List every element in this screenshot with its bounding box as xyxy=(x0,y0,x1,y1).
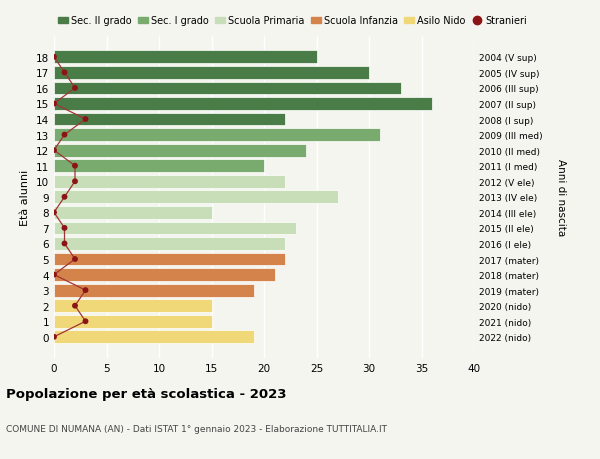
Point xyxy=(60,132,70,139)
Point xyxy=(60,69,70,77)
Point xyxy=(70,302,80,310)
Point xyxy=(80,318,91,325)
Bar xyxy=(54,191,337,204)
Bar xyxy=(54,284,254,297)
Text: Popolazione per età scolastica - 2023: Popolazione per età scolastica - 2023 xyxy=(6,387,287,400)
Bar xyxy=(54,113,285,126)
Y-axis label: Età alunni: Età alunni xyxy=(20,169,31,225)
Point xyxy=(49,333,59,341)
Point xyxy=(80,116,91,123)
Bar xyxy=(54,67,369,79)
Point xyxy=(49,271,59,279)
Point xyxy=(60,240,70,247)
Point xyxy=(70,178,80,185)
Point xyxy=(70,85,80,92)
Point xyxy=(60,194,70,201)
Point xyxy=(49,54,59,62)
Bar xyxy=(54,207,212,219)
Point xyxy=(70,162,80,170)
Point xyxy=(60,225,70,232)
Bar xyxy=(54,222,296,235)
Point xyxy=(49,147,59,155)
Bar xyxy=(54,269,275,281)
Bar xyxy=(54,300,212,313)
Bar xyxy=(54,238,285,250)
Legend: Sec. II grado, Sec. I grado, Scuola Primaria, Scuola Infanzia, Asilo Nido, Stran: Sec. II grado, Sec. I grado, Scuola Prim… xyxy=(54,12,530,30)
Bar xyxy=(54,145,306,157)
Point xyxy=(80,287,91,294)
Point xyxy=(49,101,59,108)
Bar xyxy=(54,160,264,173)
Point xyxy=(70,256,80,263)
Y-axis label: Anni di nascita: Anni di nascita xyxy=(556,159,566,236)
Bar xyxy=(54,175,285,188)
Bar xyxy=(54,315,212,328)
Bar xyxy=(54,98,432,111)
Bar xyxy=(54,253,285,266)
Bar xyxy=(54,330,254,343)
Point xyxy=(49,209,59,217)
Text: COMUNE DI NUMANA (AN) - Dati ISTAT 1° gennaio 2023 - Elaborazione TUTTITALIA.IT: COMUNE DI NUMANA (AN) - Dati ISTAT 1° ge… xyxy=(6,425,387,433)
Bar xyxy=(54,51,317,64)
Bar xyxy=(54,82,401,95)
Bar xyxy=(54,129,380,142)
